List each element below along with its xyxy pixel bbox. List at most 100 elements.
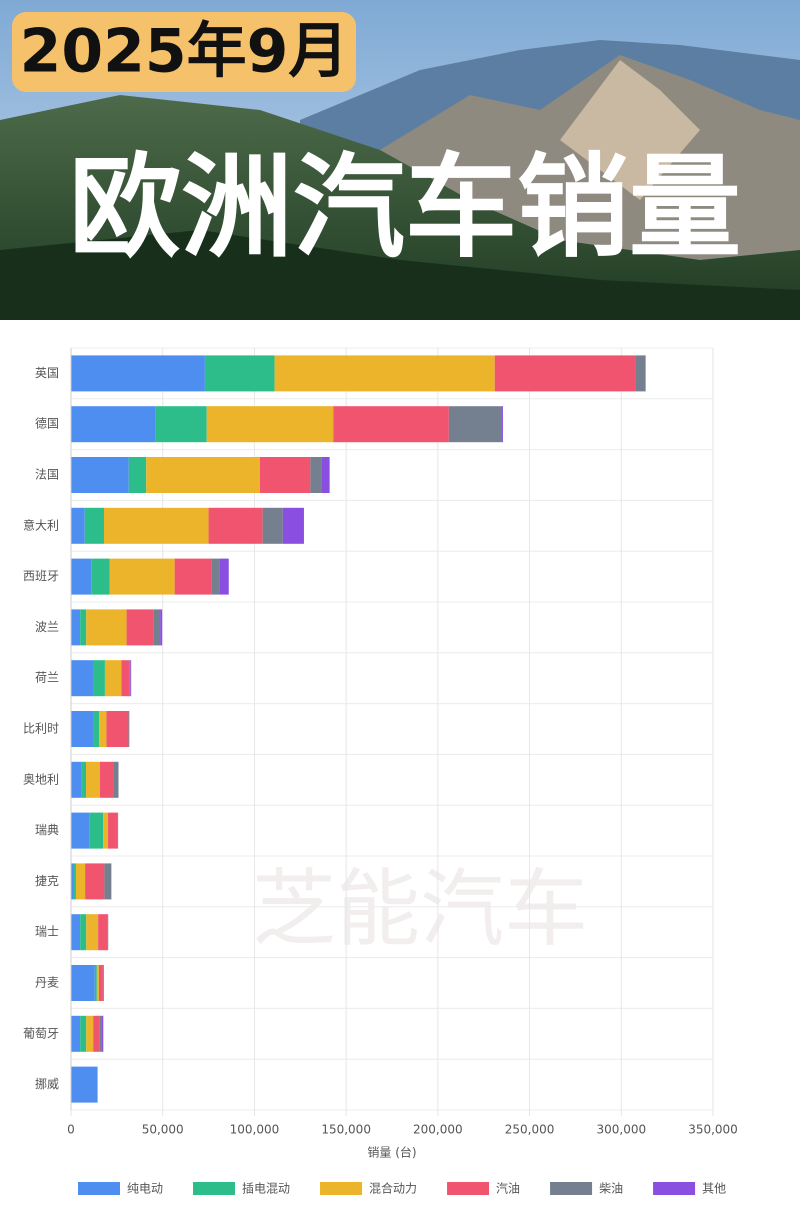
bar-segment <box>208 507 263 544</box>
y-tick-label: 瑞典 <box>35 823 59 837</box>
bar-segment <box>71 965 95 1001</box>
legend-swatch <box>78 1182 120 1195</box>
bar-segment <box>71 761 82 798</box>
bar-segment <box>71 1015 81 1052</box>
watermark: 芝能汽车 <box>252 860 588 958</box>
bar-segment <box>81 761 87 798</box>
bar-segment <box>635 355 646 392</box>
bar-segment <box>645 355 646 392</box>
bar-segment <box>93 711 100 747</box>
bar-segment <box>494 355 636 392</box>
bar-segment <box>99 761 114 798</box>
bar-segment <box>86 609 127 646</box>
bar-segment <box>109 558 175 595</box>
bar-segment <box>146 457 260 493</box>
y-tick-label: 比利时 <box>23 722 59 736</box>
bar-segment <box>104 507 209 544</box>
bar-segment <box>80 609 87 646</box>
legend-swatch <box>653 1182 696 1195</box>
bar-segment <box>128 711 130 747</box>
bar-segment <box>126 609 154 646</box>
bar-segment <box>153 609 161 646</box>
y-tick-label: 葡萄牙 <box>23 1026 59 1040</box>
legend-label: 纯电动 <box>127 1182 163 1196</box>
legend-label: 汽油 <box>496 1181 520 1196</box>
y-tick-label: 意大利 <box>23 517 59 532</box>
bar-segment <box>89 812 104 849</box>
bar-segment <box>174 558 212 595</box>
bar-segment <box>104 660 122 697</box>
bar-segment <box>333 406 449 443</box>
bar-segment <box>71 507 85 544</box>
subtitle: 2025年9月 <box>20 17 349 87</box>
bar-segment <box>211 558 220 595</box>
legend-swatch <box>193 1182 236 1195</box>
bar-segment <box>128 457 147 493</box>
bar-segment <box>206 406 334 443</box>
y-tick-label: 法国 <box>35 468 59 482</box>
bar-segment <box>107 914 109 951</box>
x-tick-label: 0 <box>67 1123 75 1137</box>
bar-segment <box>71 457 129 493</box>
bar-segment <box>86 914 99 951</box>
bar-segment <box>94 965 97 1001</box>
bar-segment <box>99 1015 102 1052</box>
bar-segment <box>86 761 100 798</box>
bar-segment <box>71 355 205 392</box>
bar-segment <box>71 863 74 900</box>
bar-segment <box>204 355 275 392</box>
bar-segment <box>75 863 86 900</box>
x-tick-label: 50,000 <box>142 1123 184 1137</box>
bar-segment <box>98 965 103 1001</box>
y-tick-label: 西班牙 <box>23 569 59 583</box>
bar-segment <box>106 711 129 747</box>
x-tick-label: 200,000 <box>413 1123 463 1137</box>
bar-segment <box>71 711 94 747</box>
bar-segment <box>98 914 108 951</box>
legend-label: 其他 <box>702 1182 726 1196</box>
bar-segment <box>71 812 90 849</box>
bar-segment <box>85 863 105 900</box>
bar-segment <box>103 812 109 849</box>
bar-segment <box>101 1015 104 1052</box>
x-axis-title: 销量 (台) <box>367 1145 416 1160</box>
legend-label: 混合动力 <box>369 1181 417 1196</box>
bar-segment <box>73 863 76 900</box>
legend-label: 插电混动 <box>242 1182 290 1196</box>
y-tick-label: 波兰 <box>35 620 59 634</box>
date-badge <box>12 12 356 92</box>
bar-segment <box>71 914 81 951</box>
bar-segment <box>448 406 503 443</box>
bar-segment <box>130 660 132 697</box>
bar-segment <box>91 558 110 595</box>
x-tick-label: 300,000 <box>596 1123 646 1137</box>
bar-segment <box>71 558 92 595</box>
y-tick-label: 挪威 <box>35 1077 59 1091</box>
bar-segment <box>113 761 119 798</box>
x-tick-label: 250,000 <box>505 1123 555 1137</box>
bar-segment <box>104 863 112 900</box>
bar-segment <box>93 1015 100 1052</box>
bar-segment <box>96 965 99 1001</box>
legend-swatch <box>447 1182 490 1195</box>
y-tick-label: 奥地利 <box>23 772 59 786</box>
x-tick-label: 100,000 <box>230 1123 280 1137</box>
bar-segment <box>310 457 322 493</box>
bar-segment <box>71 406 156 443</box>
bar-segment <box>86 1015 94 1052</box>
y-tick-label: 英国 <box>35 366 59 380</box>
bar-segment <box>84 507 105 544</box>
bar-segment <box>219 558 229 595</box>
bar-segment <box>155 406 207 443</box>
x-tick-label: 150,000 <box>321 1123 371 1137</box>
bar-segment <box>80 914 87 951</box>
header-image <box>0 0 800 320</box>
bar-segment <box>80 1015 87 1052</box>
bar-segment <box>259 457 311 493</box>
y-tick-label: 德国 <box>35 416 59 431</box>
bar-segment <box>102 965 104 1001</box>
legend-swatch <box>550 1182 593 1195</box>
bar-segment <box>99 711 107 747</box>
bar-segment <box>117 812 119 849</box>
